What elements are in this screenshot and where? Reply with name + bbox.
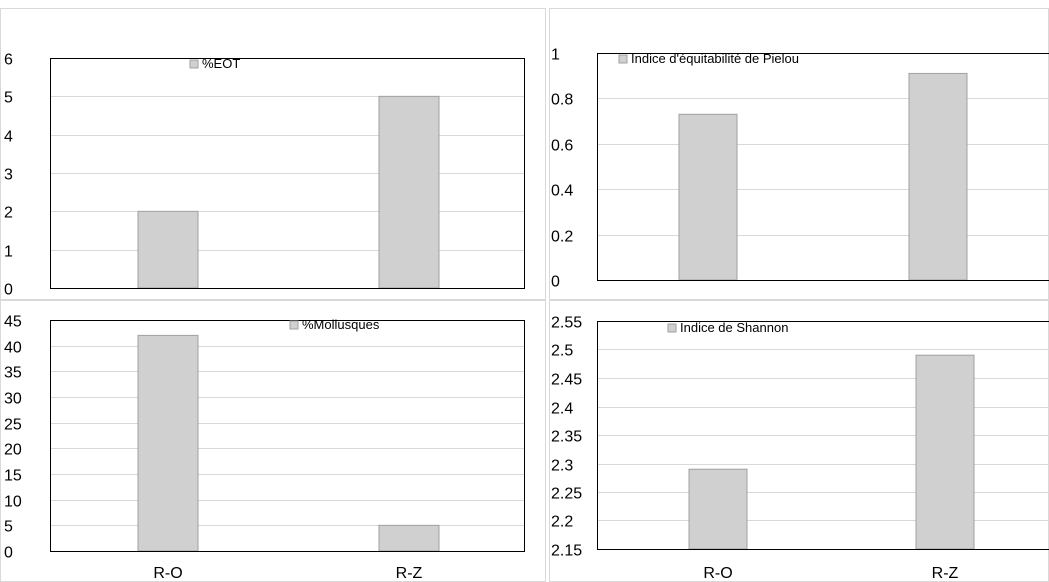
legend: %Mollusques — [289, 317, 380, 332]
y-tick-label: 0 — [4, 545, 13, 562]
bar-r-o — [688, 468, 748, 550]
bar-r-o — [678, 113, 738, 281]
legend-label: %EOT — [202, 56, 240, 71]
y-tick-label: 0.4 — [551, 183, 573, 200]
legend-swatch — [189, 59, 199, 69]
y-tick-label: 0.6 — [551, 138, 573, 155]
panel-frame — [0, 300, 546, 582]
legend-swatch — [289, 320, 299, 330]
legend: Indice d'équitabilité de Pielou — [618, 51, 799, 66]
y-tick-label: 0.2 — [551, 229, 573, 246]
bar-r-z — [378, 95, 440, 289]
y-tick-label: 20 — [4, 442, 22, 459]
y-tick-label: 0 — [551, 274, 560, 291]
y-tick-label: 2 — [4, 205, 13, 222]
legend: %EOT — [189, 56, 240, 71]
legend: Indice de Shannon — [667, 320, 788, 335]
y-tick-label: 0 — [4, 282, 13, 299]
bar-r-z — [908, 72, 968, 281]
y-tick-label: 15 — [4, 468, 22, 485]
panel-frame — [549, 8, 1049, 300]
legend-swatch — [667, 323, 677, 333]
legend-label: %Mollusques — [302, 317, 380, 332]
chart-panel-2: 0 0.2 0.4 0.6 0.8 1 Indice d'équitabilité de P… — [549, 8, 1049, 300]
y-tick-label: 1 — [551, 47, 560, 64]
y-tick-label: 2.35 — [551, 429, 582, 446]
bar-r-z — [915, 354, 975, 550]
bar-r-z — [378, 524, 440, 552]
y-tick-label: 6 — [4, 52, 13, 69]
legend-label: Indice de Shannon — [680, 320, 788, 335]
legend-label: Indice d'équitabilité de Pielou — [631, 51, 799, 66]
y-tick-label: 1 — [4, 244, 13, 261]
panel-frame — [0, 8, 546, 300]
y-tick-label: 35 — [4, 365, 22, 382]
y-tick-label: 4 — [4, 129, 13, 146]
chart-panel-3: 0 5 10 15 20 25 30 35 40 45 R-O R-Z %Mollusques — [0, 300, 546, 582]
y-tick-label: 45 — [4, 314, 22, 331]
y-tick-label: 2.3 — [551, 458, 573, 475]
y-tick-label: 2.25 — [551, 486, 582, 503]
y-tick-label: 5 — [4, 90, 13, 107]
y-tick-label: 2.55 — [551, 315, 582, 332]
y-tick-label: 2.15 — [551, 543, 582, 560]
y-tick-label: 30 — [4, 391, 22, 408]
chart-panel-1: 0 1 2 3 4 5 6 %EOT — [0, 8, 546, 300]
x-tick-label: R-O — [153, 565, 182, 582]
y-tick-label: 2.45 — [551, 372, 582, 389]
y-tick-label: 2.2 — [551, 514, 573, 531]
y-tick-label: 5 — [4, 519, 13, 536]
y-tick-label: 0.8 — [551, 92, 573, 109]
y-tick-label: 2.5 — [551, 343, 573, 360]
legend-swatch — [618, 54, 628, 64]
y-tick-label: 40 — [4, 340, 22, 357]
bar-r-o — [137, 334, 199, 552]
x-tick-label: R-Z — [932, 565, 959, 582]
y-tick-label: 3 — [4, 167, 13, 184]
y-tick-label: 25 — [4, 417, 22, 434]
chart-panel-4: 2.15 2.2 2.25 2.3 2.35 2.4 2.45 2.5 2.55 R-O R-Z In… — [549, 300, 1049, 582]
y-tick-label: 10 — [4, 494, 22, 511]
x-tick-label: R-Z — [396, 565, 423, 582]
x-tick-label: R-O — [703, 565, 732, 582]
y-tick-label: 2.4 — [551, 401, 573, 418]
bar-r-o — [137, 210, 199, 289]
